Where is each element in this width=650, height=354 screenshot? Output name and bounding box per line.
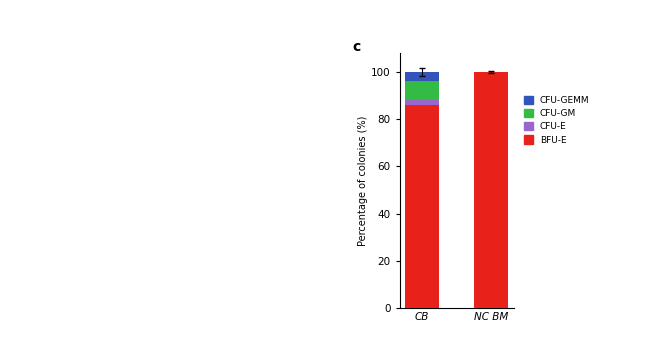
Y-axis label: Percentage of colonies (%): Percentage of colonies (%) xyxy=(358,115,369,246)
Legend: CFU-GEMM, CFU-GM, CFU-E, BFU-E: CFU-GEMM, CFU-GM, CFU-E, BFU-E xyxy=(524,96,590,144)
Bar xyxy=(405,100,439,105)
Bar xyxy=(405,72,439,81)
Bar xyxy=(405,105,439,308)
Bar xyxy=(474,72,508,308)
Bar xyxy=(405,81,439,100)
Text: c: c xyxy=(352,40,360,55)
